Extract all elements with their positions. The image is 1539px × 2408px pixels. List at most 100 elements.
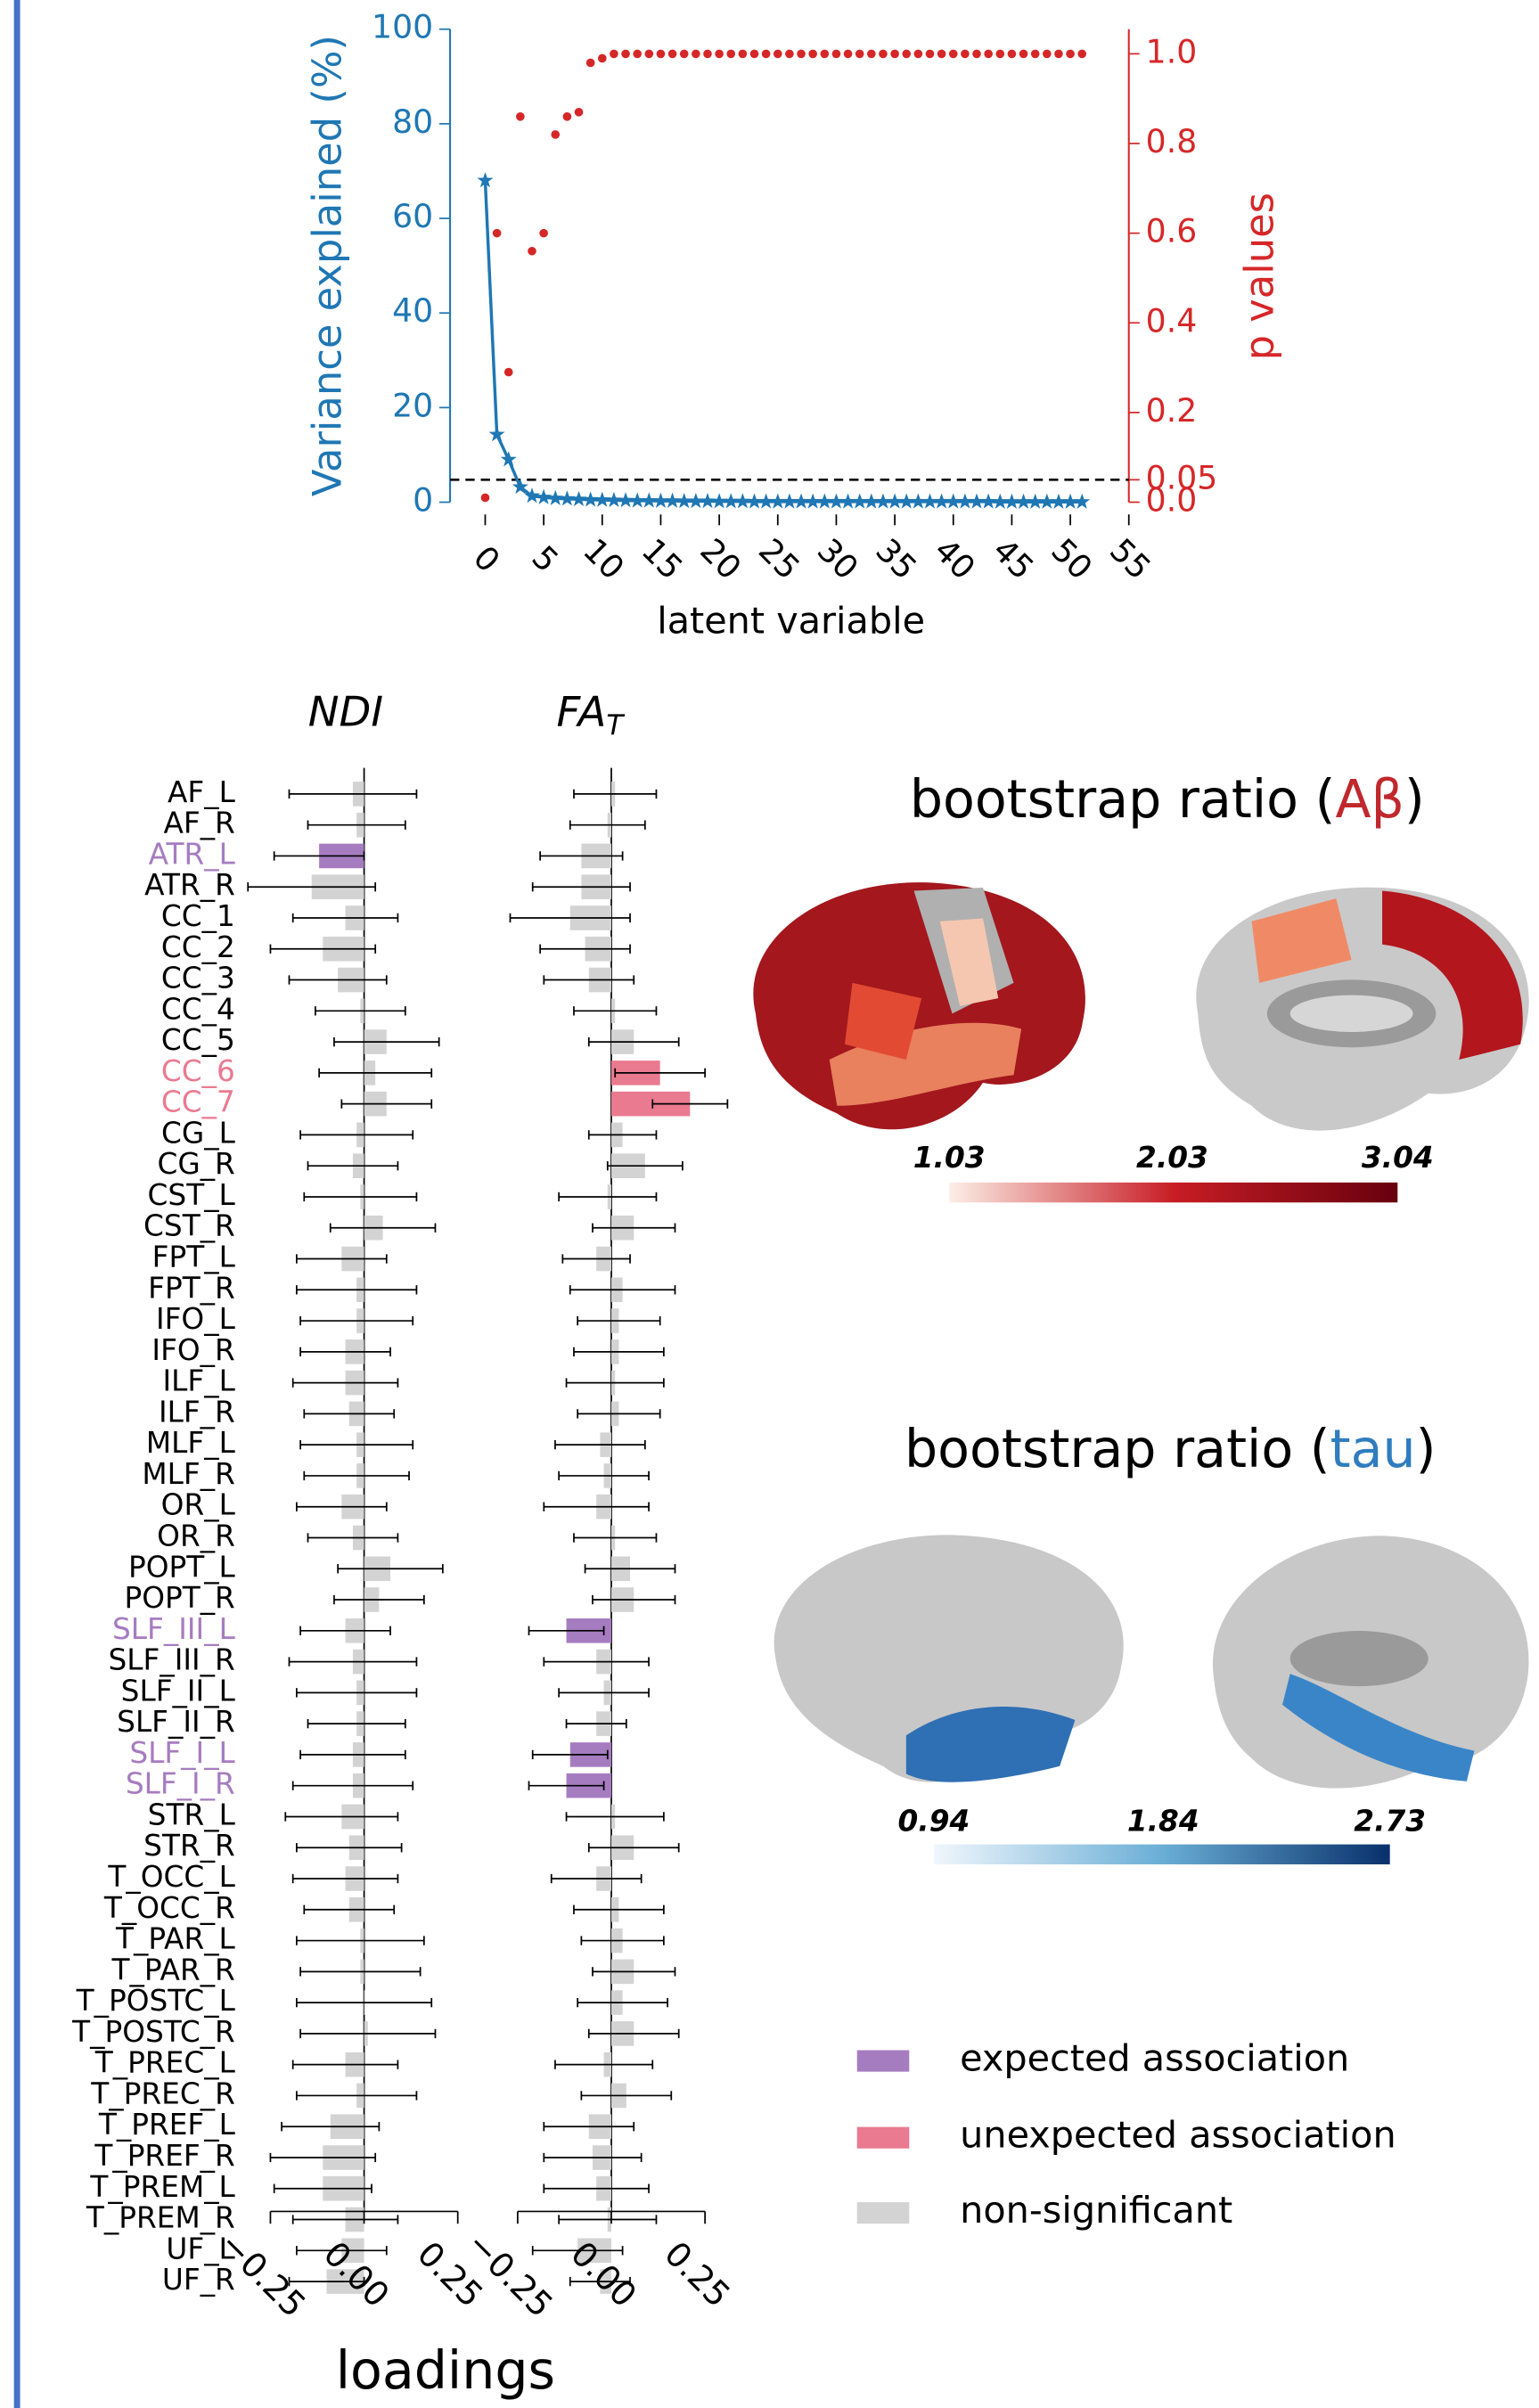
category-label: T_PAR_L <box>115 1922 236 1956</box>
category-label: T_OCC_L <box>107 1860 235 1894</box>
side-bar <box>14 0 20 2408</box>
star-marker <box>618 492 634 507</box>
y2-tick-label: 0.6 <box>1146 212 1198 250</box>
star-marker <box>1039 494 1055 509</box>
category-label: ILF_L <box>162 1364 235 1398</box>
dot-marker <box>610 50 618 59</box>
star-marker <box>665 493 681 508</box>
dot-marker <box>493 229 502 238</box>
star-marker <box>746 493 762 508</box>
category-label: MLF_R <box>142 1457 234 1491</box>
dot-marker <box>516 112 525 121</box>
category-label: ILF_R <box>159 1395 235 1429</box>
x-tick-label: 25 <box>751 531 807 587</box>
colorbar-tick-label: 0.94 <box>898 1804 970 1838</box>
dot-marker <box>785 50 794 59</box>
dot-marker <box>563 112 572 121</box>
star-marker <box>898 493 914 508</box>
x-tick-label: 5 <box>525 538 567 580</box>
dot-marker <box>598 54 607 63</box>
dot-marker <box>715 50 724 59</box>
colorbar-tick-label: 1.03 <box>913 1141 986 1175</box>
category-label: OR_L <box>161 1488 236 1522</box>
figure: 0204060801000.00.050.20.40.60.81.0051015… <box>0 0 1539 2408</box>
star-marker <box>641 492 657 507</box>
category-label: CC_3 <box>161 962 235 995</box>
dot-marker <box>984 50 993 59</box>
star-marker <box>969 493 985 508</box>
star-marker <box>828 493 844 508</box>
dot-marker <box>797 50 806 59</box>
dot-marker <box>937 50 946 59</box>
star-marker <box>1051 494 1067 509</box>
dot-marker <box>680 50 689 59</box>
star-marker <box>606 492 622 507</box>
star-marker <box>921 493 937 508</box>
x-tick-label: 15 <box>634 531 691 587</box>
star-marker <box>758 493 774 508</box>
y2-axis-label: p values <box>1236 192 1283 360</box>
star-marker <box>676 493 692 508</box>
y2-tick-label: 0.05 <box>1146 458 1218 496</box>
x-tick-label: 55 <box>1102 531 1158 587</box>
category-label: FPT_L <box>152 1241 236 1274</box>
category-label: UF_R <box>162 2263 235 2297</box>
dot-marker <box>1077 50 1086 59</box>
star-marker <box>887 493 903 508</box>
x-tick-label: 0.25 <box>657 2234 738 2315</box>
star-marker <box>1062 494 1078 509</box>
colorbar <box>949 1183 1397 1202</box>
category-label: CG_L <box>161 1116 236 1150</box>
legend-swatch <box>857 2127 910 2149</box>
dot-marker <box>914 50 923 59</box>
colorbar-tick-label: 2.03 <box>1136 1141 1208 1175</box>
y2-tick-label: 0.2 <box>1146 391 1198 430</box>
panel-title-subscript: T <box>606 709 625 741</box>
x-tick-label: 35 <box>868 531 924 587</box>
dot-marker <box>774 50 782 59</box>
line <box>485 181 1082 503</box>
brain-tau-medial <box>1213 1536 1529 1788</box>
category-label: ATR_L <box>149 837 236 871</box>
category-label: CC_6 <box>161 1054 235 1088</box>
x-tick-label: 0.00 <box>316 2234 397 2315</box>
dot-marker <box>633 50 642 59</box>
star-marker <box>782 493 798 508</box>
dot-marker <box>504 368 513 377</box>
legend-label: non-significant <box>960 2189 1232 2232</box>
dot-marker <box>750 50 759 59</box>
dot-marker <box>879 50 888 59</box>
dot-marker <box>1066 50 1075 59</box>
star-marker <box>734 493 750 508</box>
page: 0204060801000.00.050.20.40.60.81.0051015… <box>0 0 1539 2408</box>
x-tick-label: 0 <box>466 538 508 580</box>
dot-marker <box>855 50 864 59</box>
dot-marker <box>972 50 981 59</box>
legend-swatch <box>857 2202 910 2224</box>
category-label: MLF_L <box>146 1426 236 1460</box>
dot-marker <box>528 247 536 256</box>
dot-marker <box>692 50 700 59</box>
dot-marker <box>668 50 677 59</box>
dot-marker <box>644 50 653 59</box>
x-tick-label: 40 <box>927 531 983 587</box>
y-tick-label: 100 <box>372 8 433 46</box>
star-marker <box>852 493 868 508</box>
category-label: SLF_III_L <box>112 1612 236 1646</box>
x-tick-label: 10 <box>576 531 632 587</box>
dot-marker <box>1054 50 1063 59</box>
dot-marker <box>1043 50 1052 59</box>
title-end: ) <box>1416 1419 1437 1479</box>
category-label: T_PREC_L <box>94 2046 236 2080</box>
category-label: SLF_II_L <box>121 1674 236 1708</box>
brain-tau-lateral <box>774 1535 1124 1781</box>
dot-marker <box>926 50 935 59</box>
category-label: IFO_L <box>156 1302 236 1336</box>
dot-marker <box>657 50 666 59</box>
panel-title-text: NDI <box>308 687 383 735</box>
dot-marker <box>867 50 876 59</box>
dot-marker <box>820 50 829 59</box>
dot-marker <box>844 50 853 59</box>
star-marker <box>816 493 832 508</box>
dot-marker <box>551 130 560 139</box>
